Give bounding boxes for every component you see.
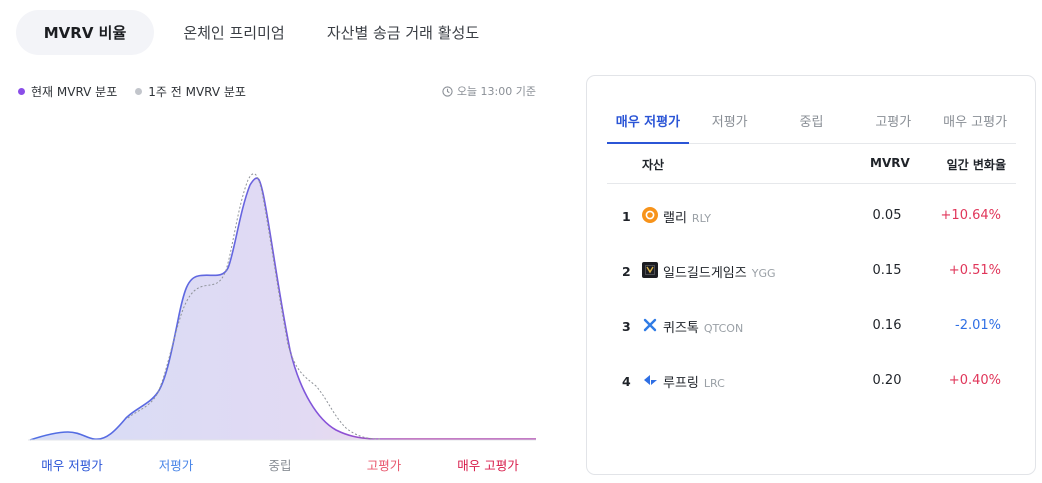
quiztok-icon <box>642 317 658 333</box>
mvrv-value: 0.20 <box>872 373 902 388</box>
mvrv-value: 0.16 <box>872 318 902 333</box>
ygg-icon <box>642 262 658 278</box>
axis-label-overvalued: 고평가 <box>366 458 402 473</box>
tab-neutral[interactable]: 중립 <box>799 115 824 130</box>
legend-current: 현재 MVRV 분포 <box>18 83 117 100</box>
table-row[interactable]: 2 일드길드게임즈 YGG 0.15 +0.51% <box>607 244 1016 299</box>
asset-name[interactable]: 랠리 RLY <box>663 207 711 226</box>
tab-transfer-activity[interactable]: 자산별 송금 거래 활성도 <box>326 24 480 42</box>
column-daily-change[interactable]: 일간 변화율 <box>946 158 1006 172</box>
axis-label-very-undervalued: 매우 저평가 <box>41 458 103 473</box>
row-rank: 2 <box>622 264 631 279</box>
row-rank: 4 <box>622 374 631 389</box>
mvrv-value: 0.05 <box>872 208 902 223</box>
table-row[interactable]: 1 랠리 RLY 0.05 +10.64% <box>607 189 1016 244</box>
asset-name[interactable]: 퀴즈톡 QTCON <box>663 317 743 336</box>
tab-undervalued[interactable]: 저평가 <box>711 115 748 130</box>
asset-ticker: RLY <box>691 212 711 225</box>
chart-legend: 현재 MVRV 분포 1주 전 MVRV 분포 <box>18 83 264 100</box>
tab-mvrv-ratio[interactable]: MVRV 비율 <box>16 10 154 55</box>
asset-name[interactable]: 일드길드게임즈 YGG <box>663 262 776 281</box>
legend-previous: 1주 전 MVRV 분포 <box>135 83 246 100</box>
legend-previous-label: 1주 전 MVRV 분포 <box>148 85 246 99</box>
daily-change: +0.51% <box>948 263 1001 278</box>
top-tabs: MVRV 비율 온체인 프리미엄 자산별 송금 거래 활성도 <box>16 10 488 55</box>
daily-change: +10.64% <box>940 208 1001 223</box>
table-header: 자산 MVRV 일간 변화율 <box>607 144 1016 184</box>
table-row[interactable]: 4 루프링 LRC 0.20 +0.40% <box>607 354 1016 409</box>
column-mvrv[interactable]: MVRV <box>870 156 910 170</box>
asset-name-text: 루프링 <box>663 376 699 391</box>
mvrv-value: 0.15 <box>872 263 902 278</box>
row-rank: 1 <box>622 209 631 224</box>
asset-name-text: 랠리 <box>663 211 687 226</box>
asset-name[interactable]: 루프링 LRC <box>663 372 725 391</box>
asset-name-text: 퀴즈톡 <box>663 321 699 336</box>
asset-ticker: YGG <box>751 267 776 280</box>
asset-ticker: QTCON <box>703 322 744 335</box>
chart-x-axis: 매우 저평가 저평가 중립 고평가 매우 고평가 <box>20 455 540 474</box>
asset-ranking-panel: 매우 저평가 저평가 중립 고평가 매우 고평가 자산 MVRV 일간 변화율 … <box>586 75 1036 475</box>
current-distribution-area <box>30 178 536 440</box>
clock-icon <box>442 85 453 97</box>
daily-change: -2.01% <box>955 318 1001 333</box>
legend-previous-dot <box>135 88 143 95</box>
tab-very-undervalued[interactable]: 매우 저평가 <box>607 98 689 144</box>
table-row[interactable]: 3 퀴즈톡 QTCON 0.16 -2.01% <box>607 299 1016 354</box>
timestamp: 오늘 13:00 기준 <box>442 83 536 99</box>
daily-change: +0.40% <box>948 373 1001 388</box>
asset-ticker: LRC <box>703 377 725 390</box>
tab-onchain-premium[interactable]: 온체인 프리미엄 <box>183 24 285 42</box>
legend-current-label: 현재 MVRV 분포 <box>31 85 118 99</box>
axis-label-very-overvalued: 매우 고평가 <box>457 458 519 473</box>
rally-icon <box>642 207 658 223</box>
category-tabs: 매우 저평가 저평가 중립 고평가 매우 고평가 <box>607 98 1016 144</box>
tab-very-overvalued[interactable]: 매우 고평가 <box>943 115 1008 130</box>
column-asset[interactable]: 자산 <box>642 158 665 172</box>
axis-label-undervalued: 저평가 <box>158 458 194 473</box>
timestamp-text: 오늘 13:00 기준 <box>456 85 536 98</box>
tab-overvalued[interactable]: 고평가 <box>875 115 912 130</box>
legend-current-dot <box>18 88 25 95</box>
axis-label-neutral: 중립 <box>268 458 292 473</box>
row-rank: 3 <box>622 319 631 334</box>
mvrv-distribution-chart <box>28 173 536 441</box>
previous-distribution-line <box>127 173 381 440</box>
loopring-icon <box>642 372 658 388</box>
asset-name-text: 일드길드게임즈 <box>663 266 747 281</box>
